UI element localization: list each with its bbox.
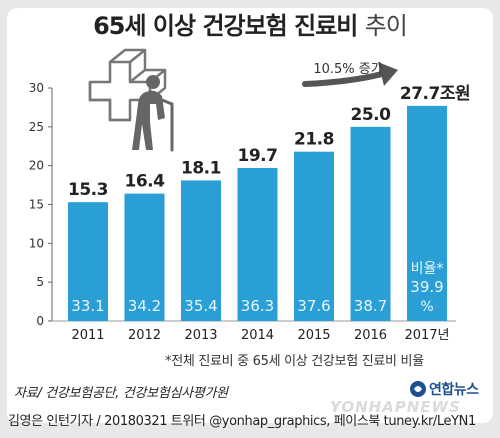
source-line: 자료/ 건강보험공단, 건강보험심사평가원 [14, 386, 228, 401]
x-tick-label: 2016 [354, 328, 387, 343]
growth-annotation-group: 10.5% 증가 [302, 62, 398, 87]
x-tick-label: 2013 [184, 328, 217, 343]
ratio-label: 39.9 [410, 278, 443, 296]
growth-arrow-icon [302, 71, 385, 87]
ratio-label: 38.7 [354, 297, 387, 315]
yonhap-logo: 연합뉴스 [409, 378, 495, 400]
x-tick-label: 2017년 [404, 328, 449, 343]
ratio-label: 35.4 [184, 297, 217, 315]
title-sub: 추이 [364, 12, 408, 40]
logo-mark-icon [410, 381, 426, 397]
growth-arrowhead-icon [378, 62, 398, 86]
bar [68, 202, 108, 321]
watermark: YONHAPNEWS [330, 398, 461, 416]
ratio-label: 34.2 [128, 297, 161, 315]
bar [294, 151, 334, 321]
bar [407, 105, 447, 321]
bar-value-label: 15.3 [68, 180, 108, 200]
y-tick-label: 5 [36, 275, 44, 289]
logo-text: 연합뉴스 [429, 382, 479, 398]
bar-value-label: 19.7 [238, 146, 278, 166]
ratio-label: 33.1 [71, 297, 104, 315]
y-tick-label: 30 [29, 81, 44, 95]
x-tick-label: 2012 [128, 328, 161, 343]
bar-value-label: 18.1 [181, 158, 221, 178]
ratio-label: 36.3 [241, 297, 274, 315]
growth-annotation: 10.5% 증가 [313, 62, 382, 77]
x-tick-label: 2011 [71, 328, 104, 343]
bar [237, 167, 278, 321]
bar-value-label: 27.7조원 [400, 84, 470, 104]
credit-line: 김영은 인턴기자 / 20180321 트위터 @yonhap_graphics… [8, 414, 476, 429]
y-tick-label: 10 [29, 236, 44, 250]
ratio-title-label: 비율* [411, 261, 444, 277]
y-tick-label: 25 [29, 120, 44, 134]
y-tick-label: 20 [29, 159, 44, 173]
bar-value-label: 25.0 [351, 105, 392, 125]
bars: 15.3 2011 33.1 16.4 2012 34.2 18.1 2013 35.4 19.7… [68, 84, 471, 343]
chart-title: 65세 이상 건강보험 진료비 추이 [0, 6, 500, 41]
x-tick-label: 2014 [241, 328, 274, 343]
x-tick-label: 2015 [297, 328, 330, 343]
bar-value-label: 16.4 [125, 172, 166, 192]
bar [124, 193, 165, 321]
y-tick-label: 0 [36, 314, 44, 328]
ratio-label: 37.6 [297, 297, 330, 315]
title-main: 65세 이상 건강보험 진료비 [93, 12, 358, 40]
ratio-unit-label: % [420, 299, 433, 315]
footnote: *전체 진료비 중 65세 이상 건강보험 진료비 비율 [165, 354, 424, 369]
bar-value-label: 21.8 [294, 130, 334, 150]
bar [181, 180, 221, 321]
elderly-person-icon [88, 48, 174, 152]
y-axis: 0 5 10 15 20 25 30 [29, 81, 456, 328]
y-tick-label: 15 [29, 198, 44, 212]
bar [350, 126, 391, 321]
